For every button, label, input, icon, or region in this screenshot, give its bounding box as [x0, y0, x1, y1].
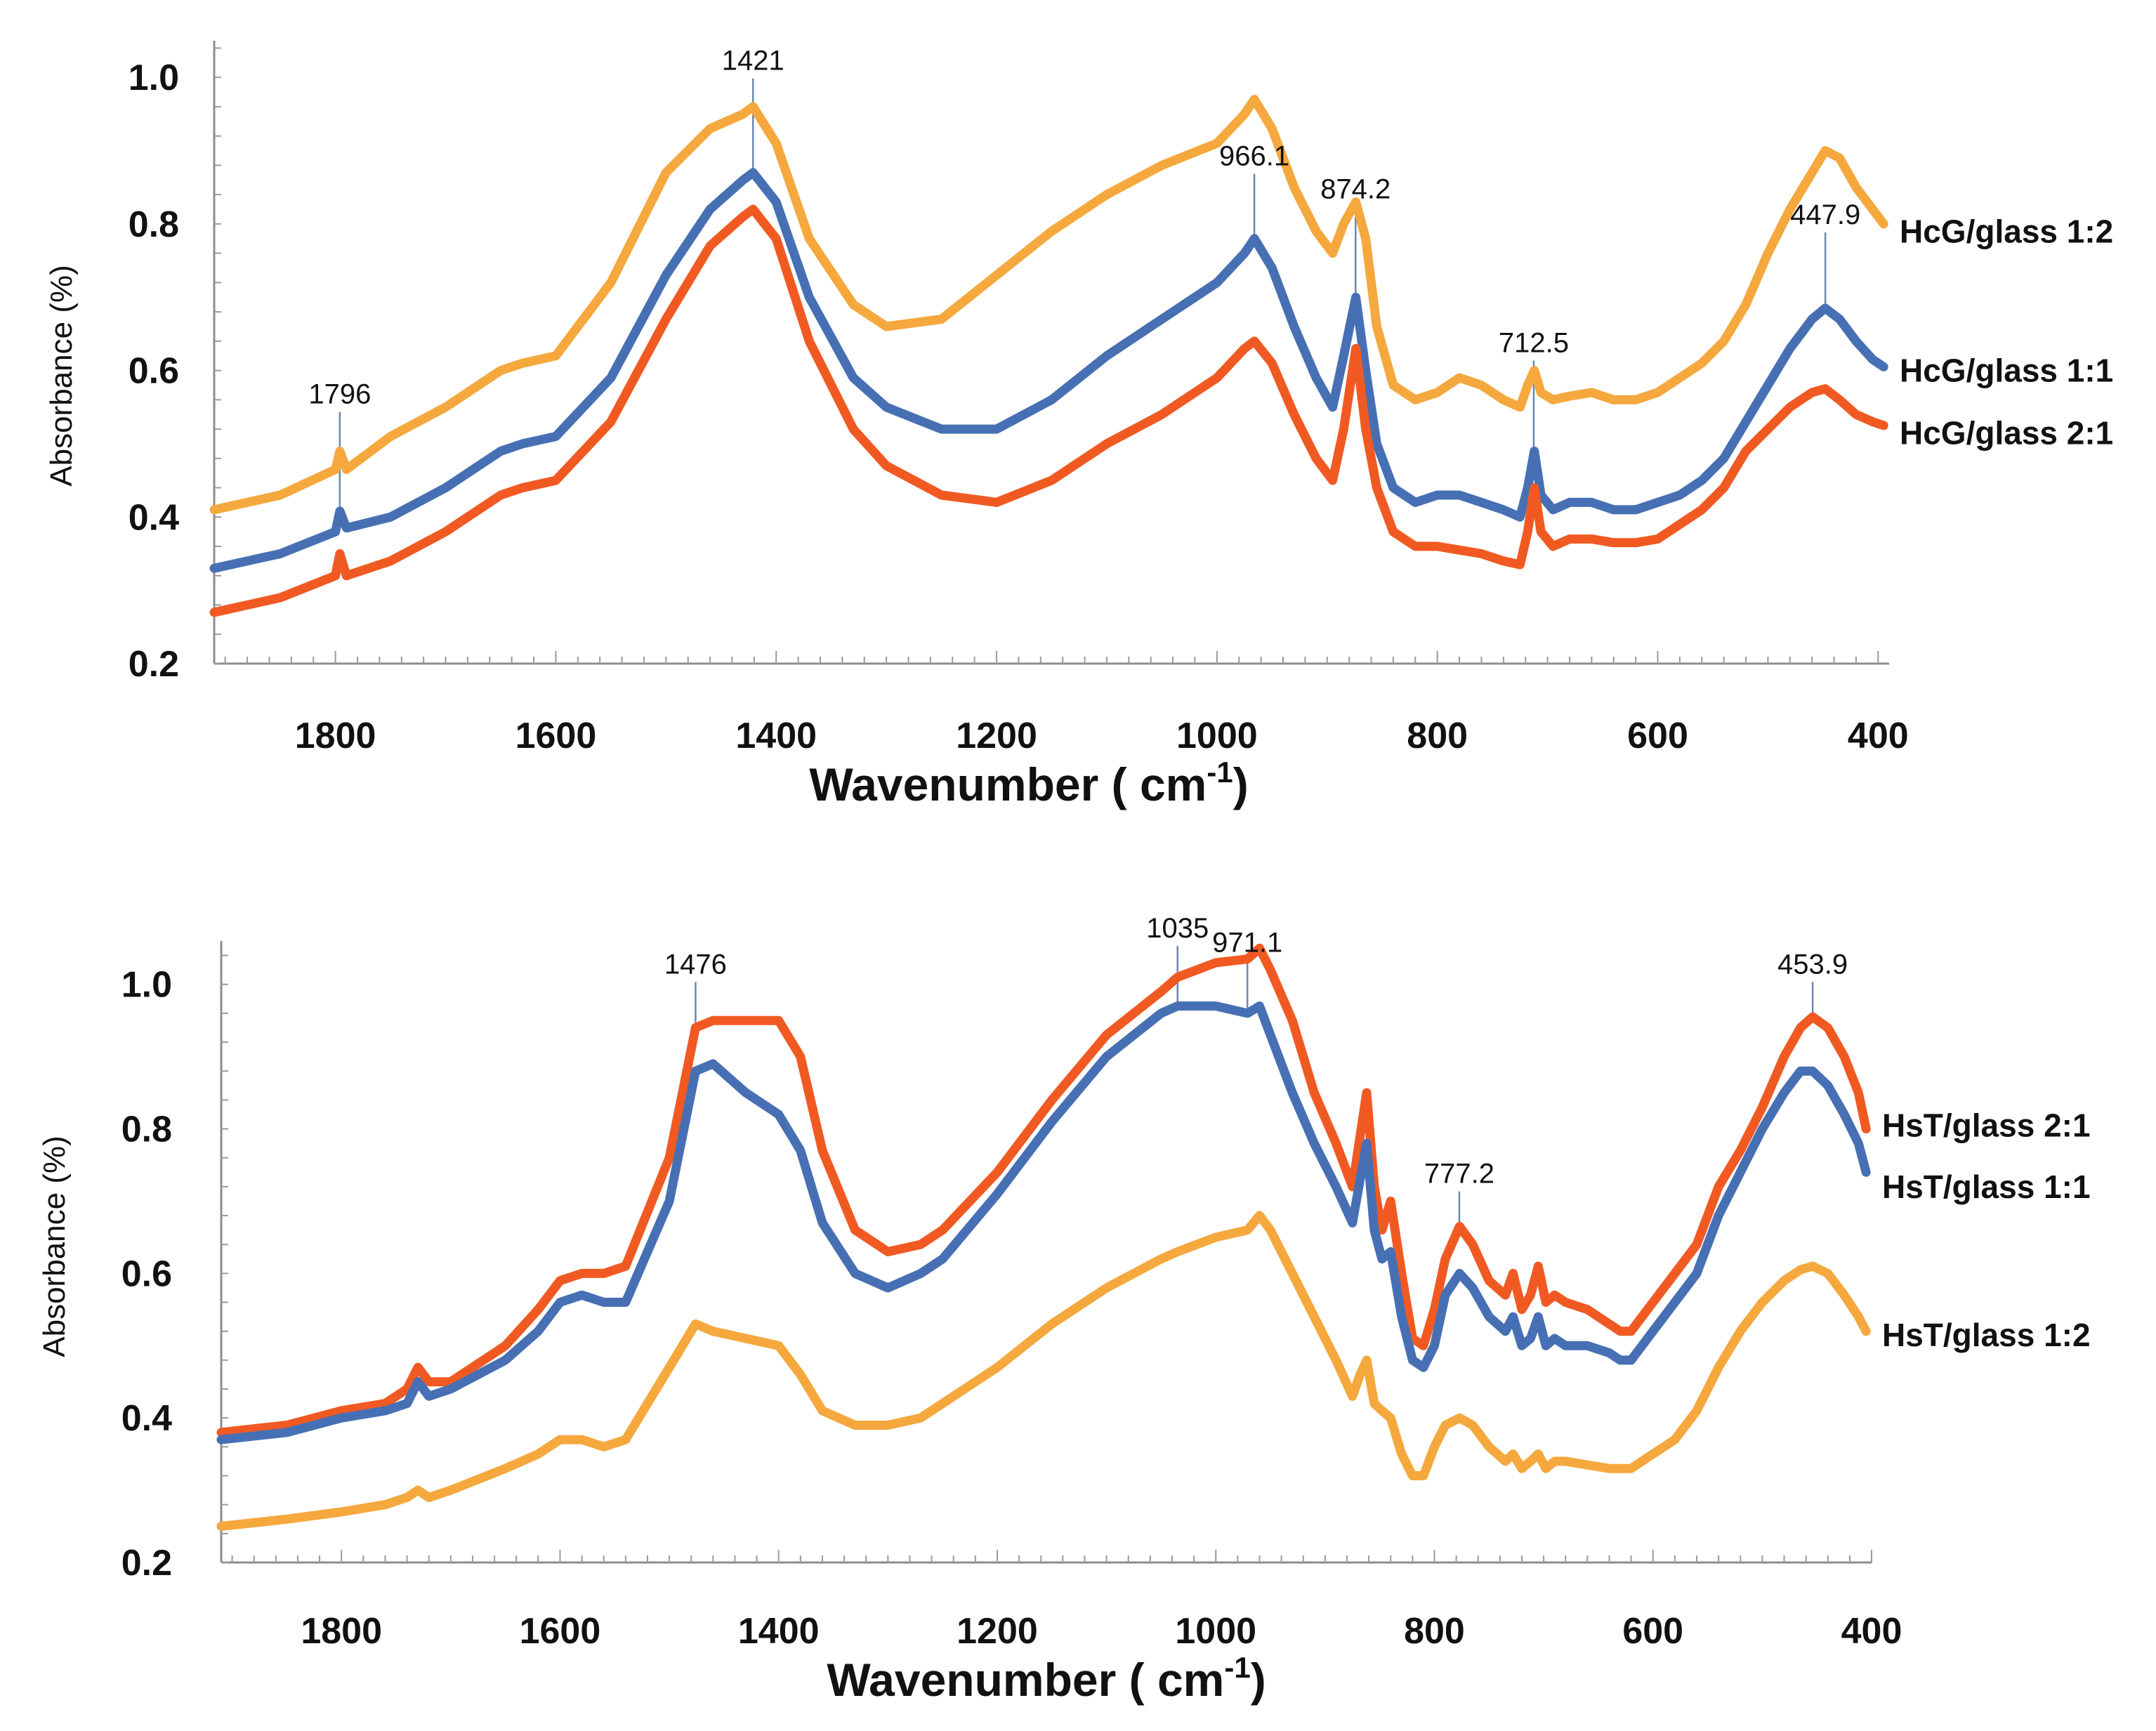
- bottom-chart-y-tick-label: 0.2: [121, 1543, 172, 1584]
- top-chart-x-tick-label: 1400: [735, 716, 817, 756]
- top-chart-series-line-2: [209, 168, 1888, 573]
- top-chart-y-tick-label: 0.4: [129, 497, 179, 538]
- top-chart-axes: [213, 41, 1889, 665]
- bottom-chart-x-title-superscript: -1: [1224, 1651, 1250, 1684]
- bottom-chart-peak-markers: [695, 945, 1814, 1227]
- bottom-chart-legend-label: HsT/glass 1:2: [1882, 1317, 2091, 1353]
- top-chart-x-tick-label: 1800: [295, 716, 376, 756]
- bottom-chart-legend-label: HsT/glass 1:1: [1882, 1169, 2091, 1205]
- top-chart-y-tick-label: 0.8: [129, 204, 179, 245]
- top-chart-x-title-close: ): [1233, 758, 1249, 810]
- top-chart-x-title-main: Wavenumber ( cm: [809, 758, 1207, 810]
- top-chart-x-tick-label: 400: [1848, 716, 1909, 756]
- bottom-chart-x-tick-label: 600: [1622, 1611, 1683, 1652]
- top-chart-series-line-3: [209, 204, 1888, 617]
- bottom-chart-x-tick-label: 1400: [738, 1611, 820, 1652]
- bottom-chart-peak-label: 1035: [1146, 913, 1209, 944]
- top-chart-x-tick-label: 1000: [1176, 716, 1258, 756]
- top-chart-y-tick-labels: 0.2 0.4 0.6 0.8 1.0: [129, 58, 179, 685]
- top-chart-legend-label: HcG/glass 2:1: [1900, 414, 2113, 451]
- top-chart-legend-label: HcG/glass 1:1: [1900, 353, 2113, 389]
- bottom-chart-x-title-main: Wavenumber ( cm: [827, 1654, 1224, 1706]
- top-chart-x-axis-title: Wavenumber ( cm-1): [809, 756, 1248, 810]
- bottom-chart-legend: HsT/glass 2:1 HsT/glass 1:1 HsT/glass 1:2: [1882, 1107, 2091, 1352]
- bottom-chart-x-tick-label: 800: [1404, 1611, 1465, 1652]
- top-chart-x-tick-label: 600: [1627, 716, 1688, 756]
- bottom-chart-x-axis-title: Wavenumber ( cm-1): [827, 1651, 1266, 1706]
- bottom-chart-peak-label: 453.9: [1777, 949, 1848, 980]
- top-chart-minor-ticks: [214, 47, 1879, 664]
- top-chart-peak-label: 1796: [308, 379, 371, 410]
- top-chart-series-line-1: [209, 95, 1888, 515]
- bottom-chart-x-tick-label: 1000: [1175, 1611, 1256, 1652]
- top-chart: 0.2 0.4 0.6 0.8 1.0 1800 1600 1400 1200 1000 800 6…: [44, 41, 2113, 810]
- bottom-chart-legend-label: HsT/glass 2:1: [1882, 1107, 2091, 1143]
- top-chart-peak-label: 966.1: [1219, 140, 1289, 171]
- bottom-chart-x-title-close: ): [1251, 1654, 1266, 1706]
- top-chart-legend: HcG/glass 1:2 HcG/glass 1:1 HcG/glass 2:1: [1900, 213, 2113, 451]
- bottom-chart-series-line-2: [216, 1001, 1871, 1444]
- bottom-chart-x-tick-label: 400: [1841, 1611, 1902, 1652]
- bottom-chart-peak-label: 971.1: [1212, 927, 1282, 958]
- top-chart-peak-label: 1421: [722, 46, 784, 77]
- top-chart-y-tick-label: 0.2: [129, 644, 179, 685]
- top-chart-y-tick-label: 1.0: [129, 58, 179, 98]
- top-chart-peak-label: 874.2: [1320, 173, 1391, 204]
- bottom-chart: 0.2 0.4 0.6 0.8 1.0 1800 1600 1400 1200 1000 800 6…: [37, 913, 2091, 1706]
- bottom-chart-x-tick-label: 1200: [957, 1611, 1038, 1652]
- top-chart-x-tick-labels: 1800 1600 1400 1200 1000 800 600 400: [295, 716, 1909, 756]
- top-chart-peak-label: 447.9: [1790, 199, 1860, 230]
- bottom-chart-peak-label: 777.2: [1424, 1159, 1494, 1190]
- top-chart-peak-labels: 1796 1421 966.1 874.2 712.5 447.9: [308, 46, 1860, 410]
- bottom-chart-x-tick-label: 1600: [520, 1611, 601, 1652]
- bottom-chart-peak-label: 1476: [664, 949, 727, 980]
- bottom-chart-y-tick-labels: 0.2 0.4 0.6 0.8 1.0: [121, 965, 172, 1584]
- bottom-chart-y-tick-label: 1.0: [121, 965, 172, 1006]
- top-chart-series: [209, 95, 1888, 617]
- top-chart-x-tick-label: 1200: [956, 716, 1037, 756]
- bottom-chart-peak-labels: 1476 1035 971.1 777.2 453.9: [664, 913, 1848, 1190]
- bottom-chart-series-line-1: [216, 943, 1871, 1437]
- bottom-chart-y-axis-title: Absorbance (%): [37, 1136, 72, 1357]
- bottom-chart-x-tick-labels: 1800 1600 1400 1200 1000 800 600 400: [301, 1611, 1902, 1652]
- top-chart-y-tick-label: 0.6: [129, 351, 179, 392]
- top-chart-x-tick-label: 800: [1407, 716, 1468, 756]
- top-chart-x-tick-label: 1600: [515, 716, 597, 756]
- top-chart-y-axis-title: Absorbance (%): [44, 265, 79, 486]
- bottom-chart-minor-ticks: [221, 954, 1872, 1563]
- bottom-chart-series: [216, 943, 1871, 1531]
- top-chart-peak-label: 712.5: [1499, 328, 1569, 359]
- top-chart-x-title-superscript: -1: [1207, 756, 1233, 789]
- bottom-chart-y-tick-label: 0.6: [121, 1253, 172, 1294]
- bottom-chart-y-tick-label: 0.4: [121, 1398, 172, 1439]
- bottom-chart-axes: [220, 941, 1872, 1564]
- bottom-chart-y-tick-label: 0.8: [121, 1110, 172, 1150]
- top-chart-legend-label: HcG/glass 1:2: [1900, 213, 2113, 249]
- bottom-chart-series-line-3: [216, 1211, 1871, 1531]
- bottom-chart-x-tick-label: 1800: [301, 1611, 382, 1652]
